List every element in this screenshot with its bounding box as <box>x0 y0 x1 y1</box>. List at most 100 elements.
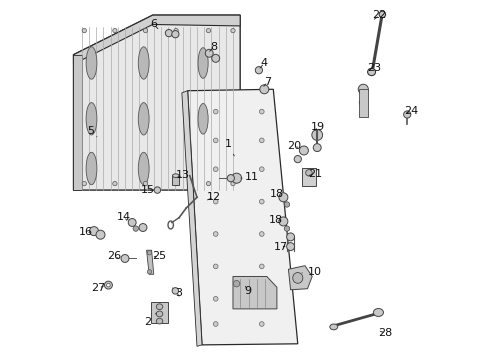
Ellipse shape <box>231 173 241 183</box>
Ellipse shape <box>147 270 151 274</box>
Ellipse shape <box>278 217 287 226</box>
Bar <box>172 176 179 185</box>
Ellipse shape <box>259 297 264 301</box>
Ellipse shape <box>89 227 98 236</box>
Ellipse shape <box>359 99 366 107</box>
Ellipse shape <box>213 199 218 204</box>
Text: 11: 11 <box>241 172 258 182</box>
Text: 19: 19 <box>310 122 325 132</box>
Text: 3: 3 <box>172 288 182 298</box>
Polygon shape <box>73 15 240 64</box>
Ellipse shape <box>86 47 97 79</box>
Text: 16: 16 <box>79 227 93 237</box>
Ellipse shape <box>311 130 322 140</box>
Text: 14: 14 <box>117 212 131 222</box>
Bar <box>151 302 168 323</box>
Ellipse shape <box>82 181 86 186</box>
Ellipse shape <box>113 28 117 33</box>
Ellipse shape <box>172 174 179 177</box>
Ellipse shape <box>138 152 149 185</box>
Ellipse shape <box>294 156 301 163</box>
Ellipse shape <box>259 322 264 326</box>
Ellipse shape <box>227 175 234 182</box>
Text: 22: 22 <box>372 10 386 20</box>
Ellipse shape <box>128 219 136 226</box>
Text: 8: 8 <box>209 42 217 52</box>
Ellipse shape <box>143 28 147 33</box>
Ellipse shape <box>82 28 86 33</box>
Bar <box>302 168 315 186</box>
Ellipse shape <box>154 187 160 193</box>
Polygon shape <box>146 250 153 274</box>
Ellipse shape <box>259 109 264 114</box>
Ellipse shape <box>121 255 129 262</box>
Ellipse shape <box>138 103 149 135</box>
Text: 18: 18 <box>268 215 283 225</box>
Ellipse shape <box>213 297 218 301</box>
Ellipse shape <box>133 226 138 231</box>
Ellipse shape <box>213 109 218 114</box>
Text: 26: 26 <box>107 251 121 261</box>
Bar <box>358 89 367 117</box>
Text: 4: 4 <box>260 58 267 68</box>
Ellipse shape <box>213 232 218 236</box>
Polygon shape <box>288 266 311 290</box>
Ellipse shape <box>230 181 235 186</box>
Polygon shape <box>73 55 81 190</box>
Ellipse shape <box>403 111 410 118</box>
Text: 2: 2 <box>143 313 156 327</box>
Ellipse shape <box>206 181 210 186</box>
Ellipse shape <box>305 170 311 176</box>
Ellipse shape <box>299 146 308 155</box>
Ellipse shape <box>139 224 146 231</box>
Ellipse shape <box>213 264 218 269</box>
Ellipse shape <box>138 47 149 79</box>
Text: 25: 25 <box>151 251 165 261</box>
Polygon shape <box>187 89 297 345</box>
Ellipse shape <box>358 84 367 94</box>
Text: 24: 24 <box>403 106 417 116</box>
Text: 13: 13 <box>175 170 189 180</box>
Ellipse shape <box>367 68 375 76</box>
Text: 10: 10 <box>302 267 321 277</box>
Text: 27: 27 <box>91 283 105 293</box>
Text: 9: 9 <box>244 286 250 296</box>
Ellipse shape <box>106 283 110 287</box>
Ellipse shape <box>292 273 302 283</box>
Text: 23: 23 <box>366 63 380 73</box>
Ellipse shape <box>278 193 287 202</box>
Ellipse shape <box>213 138 218 143</box>
Ellipse shape <box>143 181 147 186</box>
Text: 1: 1 <box>224 139 234 156</box>
Text: 20: 20 <box>286 141 301 151</box>
Ellipse shape <box>198 48 208 78</box>
Ellipse shape <box>206 28 210 33</box>
Text: 12: 12 <box>206 192 221 202</box>
Ellipse shape <box>233 280 239 287</box>
Ellipse shape <box>329 324 337 330</box>
Text: 21: 21 <box>307 168 321 179</box>
Ellipse shape <box>174 28 178 33</box>
Ellipse shape <box>230 28 235 33</box>
Text: 5: 5 <box>87 126 97 137</box>
Ellipse shape <box>378 11 385 18</box>
Ellipse shape <box>213 167 218 171</box>
Ellipse shape <box>259 167 264 171</box>
Polygon shape <box>232 276 276 309</box>
Ellipse shape <box>104 281 112 289</box>
Ellipse shape <box>96 230 105 239</box>
Ellipse shape <box>313 144 321 152</box>
Ellipse shape <box>373 309 383 316</box>
Text: 17: 17 <box>273 242 287 252</box>
Ellipse shape <box>259 232 264 236</box>
Ellipse shape <box>213 322 218 326</box>
Ellipse shape <box>286 233 294 241</box>
Polygon shape <box>182 91 202 346</box>
Ellipse shape <box>172 288 178 294</box>
Ellipse shape <box>113 181 117 186</box>
Ellipse shape <box>255 67 262 74</box>
Ellipse shape <box>156 311 163 317</box>
Ellipse shape <box>286 243 294 251</box>
Ellipse shape <box>171 31 179 38</box>
Ellipse shape <box>259 85 268 94</box>
